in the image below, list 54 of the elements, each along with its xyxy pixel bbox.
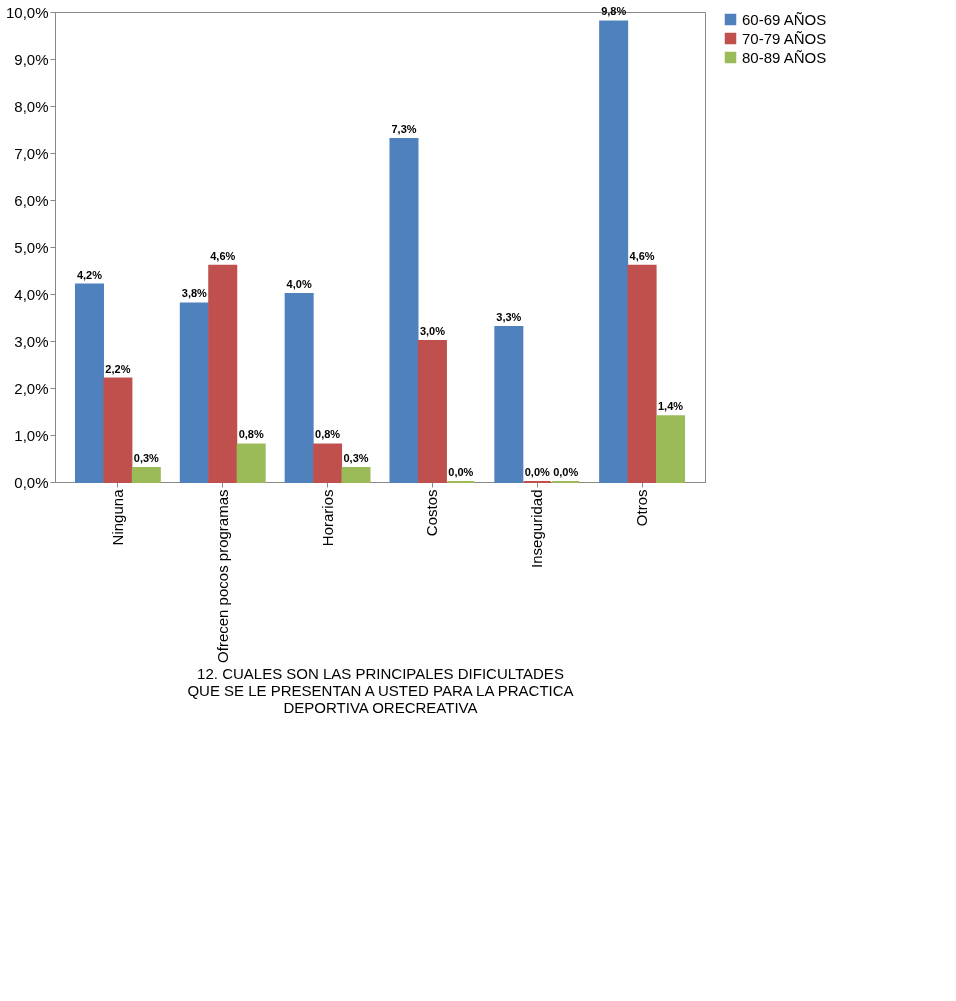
data-label: 4,6%	[629, 249, 655, 262]
bar	[627, 264, 657, 483]
x-axis-title: 12. CUALES SON LAS PRINCIPALES DIFICULTADES QUE SE LE PRESENTAN A USTED PARA LA PRACTICA DEPORTIVA ORECREATIVA	[187, 664, 574, 716]
legend-label: 80-89 AÑOS	[742, 48, 827, 66]
data-label: 3,0%	[419, 325, 446, 337]
y-tick-label: 7,0%	[14, 144, 49, 162]
data-label: 9,8%	[601, 5, 627, 18]
y-tick-label: 0,0%	[14, 473, 49, 491]
x-tick-label: Costos	[423, 489, 441, 537]
bar	[179, 302, 209, 483]
y-tick-label: 8,0%	[14, 97, 49, 115]
data-label: 0,8%	[315, 428, 341, 441]
bar	[494, 325, 524, 483]
y-tick-label: 2,0%	[14, 379, 49, 397]
bar	[599, 20, 629, 483]
data-label: 3,3%	[496, 310, 522, 323]
bar	[417, 340, 447, 483]
y-tick-label: 6,0%	[14, 191, 49, 209]
bar	[389, 137, 419, 483]
data-label: 2,2%	[105, 362, 131, 375]
data-label: 1,4%	[657, 400, 684, 413]
y-tick-label: 5,0%	[14, 238, 49, 256]
bar	[208, 264, 238, 483]
y-tick-label: 1,0%	[14, 426, 49, 444]
bar	[236, 443, 266, 483]
bar	[131, 466, 161, 483]
y-tick-label: 10,0%	[5, 3, 49, 21]
data-label: 3,8%	[181, 287, 208, 300]
bar	[103, 377, 133, 483]
bar	[313, 443, 343, 483]
data-label: 4,6%	[210, 249, 236, 262]
data-label: 0,3%	[133, 451, 160, 464]
data-label: 0,0%	[524, 466, 551, 478]
x-tick-label: Ofrecen pocos programas	[213, 489, 231, 663]
data-label: 0,3%	[343, 451, 369, 464]
data-label: 0,0%	[553, 466, 579, 478]
y-tick-label: 3,0%	[14, 332, 49, 350]
y-tick-label: 9,0%	[14, 50, 49, 68]
data-label: 4,0%	[286, 278, 312, 290]
data-label: 4,2%	[76, 268, 103, 281]
x-tick-label: Otros	[633, 489, 651, 527]
x-tick-label: Horarios	[318, 489, 336, 547]
x-tick-label: Ninguna	[108, 488, 126, 546]
data-label: 7,3%	[391, 122, 417, 135]
data-label: 0,8%	[238, 428, 264, 441]
bar	[74, 283, 104, 483]
legend-label: 70-79 AÑOS	[742, 29, 827, 47]
bar	[284, 293, 314, 483]
legend-label: 60-69 AÑOS	[742, 10, 827, 28]
y-tick-label: 4,0%	[14, 285, 49, 303]
bar	[341, 466, 371, 483]
bar	[656, 415, 686, 483]
x-tick-label: Inseguridad	[528, 489, 546, 568]
data-label: 0,0%	[448, 466, 474, 478]
